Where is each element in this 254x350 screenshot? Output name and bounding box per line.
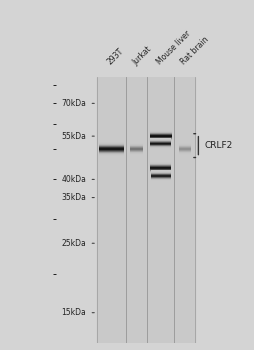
Text: Mouse liver: Mouse liver: [155, 29, 193, 66]
Bar: [97, 77, 126, 343]
Text: 55kDa: 55kDa: [61, 132, 86, 141]
Text: 15kDa: 15kDa: [62, 308, 86, 317]
Text: 25kDa: 25kDa: [62, 239, 86, 248]
Text: Rat brain: Rat brain: [179, 35, 211, 66]
Bar: [174, 77, 195, 343]
Bar: [147, 77, 174, 343]
Text: 70kDa: 70kDa: [61, 99, 86, 108]
Text: 293T: 293T: [106, 47, 126, 66]
Bar: [126, 77, 147, 343]
Text: Jurkat: Jurkat: [131, 44, 153, 66]
Text: 40kDa: 40kDa: [61, 175, 86, 184]
Text: CRLF2: CRLF2: [204, 141, 233, 150]
Text: 35kDa: 35kDa: [61, 193, 86, 202]
